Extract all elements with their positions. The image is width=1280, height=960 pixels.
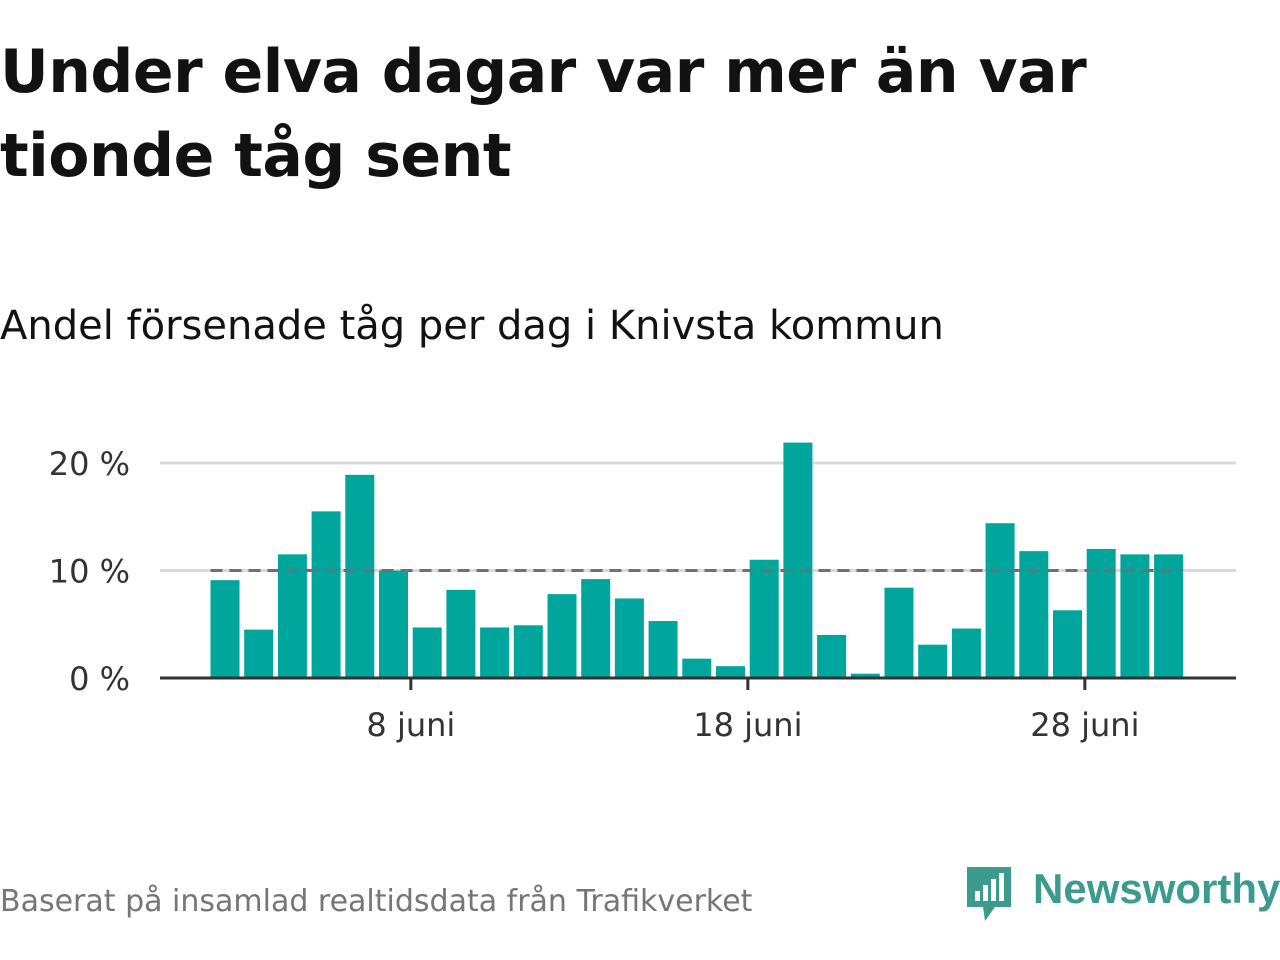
bar xyxy=(581,579,611,678)
bar xyxy=(244,629,274,678)
bar xyxy=(884,587,914,678)
bar xyxy=(277,554,307,678)
bar xyxy=(446,589,476,678)
bar xyxy=(951,628,981,678)
bar xyxy=(547,594,577,678)
bar xyxy=(918,644,948,678)
bar xyxy=(1120,554,1150,678)
y-tick-label: 20 % xyxy=(49,445,130,483)
bar xyxy=(345,474,375,678)
bar xyxy=(850,673,880,678)
bar xyxy=(513,625,543,678)
x-tick-label: 18 juni xyxy=(693,706,802,744)
x-axis xyxy=(160,676,1236,690)
bar xyxy=(614,598,644,678)
x-tick-label: 8 juni xyxy=(366,706,455,744)
bar-chart: 0 % 10 % 20 % 8 juni 18 juni 28 juni xyxy=(49,442,1236,744)
bar xyxy=(1086,549,1116,678)
bars xyxy=(210,442,1184,678)
x-axis-tick-labels: 8 juni 18 juni 28 juni xyxy=(366,706,1139,744)
bar xyxy=(1053,610,1082,678)
bar xyxy=(985,523,1015,678)
bar xyxy=(311,511,341,678)
bar xyxy=(1019,551,1049,678)
bar xyxy=(716,666,745,678)
bar xyxy=(412,627,442,678)
y-tick-label: 10 % xyxy=(49,553,130,591)
bar xyxy=(480,627,510,678)
x-tick-label: 28 juni xyxy=(1030,706,1139,744)
bar xyxy=(749,559,779,678)
bar xyxy=(1154,554,1184,678)
bar xyxy=(817,635,847,678)
bar xyxy=(682,658,712,678)
newsworthy-logo: Newsworthy xyxy=(963,862,1280,926)
newsworthy-logo-icon xyxy=(967,867,1011,921)
chart-subtitle: Andel försenade tåg per dag i Knivsta ko… xyxy=(0,303,944,349)
y-axis-tick-labels: 0 % 10 % 20 % xyxy=(49,445,130,698)
y-tick-label: 0 % xyxy=(69,660,130,698)
bar xyxy=(210,580,240,678)
bar xyxy=(379,570,408,678)
chart-title: Under elva dagar var mer än var tionde t… xyxy=(0,37,1087,191)
bar xyxy=(783,442,813,678)
brand-name: Newsworthy xyxy=(1033,865,1280,912)
bar xyxy=(648,621,678,678)
source-note: Baserat på insamlad realtidsdata från Tr… xyxy=(0,884,753,919)
